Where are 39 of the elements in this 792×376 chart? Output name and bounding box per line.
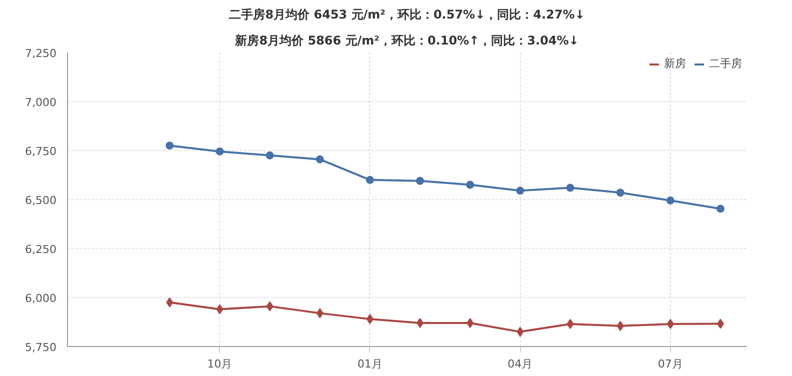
y-tick-label: 6,250 xyxy=(25,243,57,256)
x-tick-label: 04月 xyxy=(508,358,533,370)
point xyxy=(366,176,374,184)
y-tick-label: 7,250 xyxy=(25,47,57,60)
point xyxy=(666,318,674,329)
point xyxy=(466,318,474,328)
point xyxy=(566,184,574,192)
point xyxy=(666,196,674,204)
point xyxy=(716,204,724,213)
point xyxy=(316,308,324,318)
point xyxy=(216,304,224,314)
y-tick-label: 5,750 xyxy=(25,341,57,354)
point xyxy=(616,188,624,197)
x-tick-label: 07月 xyxy=(658,358,683,370)
y-tick-label: 6,500 xyxy=(25,194,57,207)
point xyxy=(716,318,724,329)
legend-label: 二手房 xyxy=(709,56,742,71)
point xyxy=(416,176,424,185)
chart-subtitle: 新房8月均价 5866 元/m²，环比：0.10%↑，同比：3.04%↓ xyxy=(234,34,579,48)
y-tick-label: 6,000 xyxy=(25,292,57,305)
point xyxy=(416,318,424,328)
point xyxy=(516,326,524,337)
point xyxy=(316,155,324,164)
chart-title: 二手房8月均价 6453 元/m²，环比：0.57%↓，同比：4.27%↓ xyxy=(229,8,585,22)
point xyxy=(166,297,174,308)
point xyxy=(466,180,474,189)
x-tick-label: 01月 xyxy=(357,358,382,370)
y-tick-label: 7,000 xyxy=(25,96,57,109)
x-tick-label: 10月 xyxy=(207,358,232,370)
legend-label: 新房 xyxy=(664,56,686,71)
point xyxy=(616,320,624,331)
point xyxy=(566,318,574,329)
point xyxy=(266,301,274,312)
point xyxy=(266,151,274,160)
point xyxy=(216,147,224,156)
point xyxy=(366,314,374,324)
y-tick-label: 6,750 xyxy=(25,145,57,158)
point xyxy=(516,186,524,195)
point xyxy=(166,142,174,150)
